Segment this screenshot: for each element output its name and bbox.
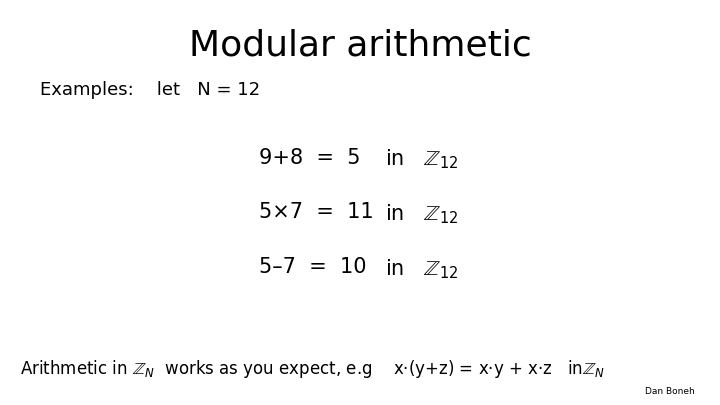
Text: 5×7  =  11: 5×7 = 11 (259, 202, 374, 222)
Text: Modular arithmetic: Modular arithmetic (189, 28, 531, 62)
Text: Examples:    let   N = 12: Examples: let N = 12 (40, 81, 260, 99)
Text: Dan Boneh: Dan Boneh (645, 387, 695, 396)
Text: in   $\mathbb{Z}_{12}$: in $\mathbb{Z}_{12}$ (385, 202, 459, 226)
Text: in   $\mathbb{Z}_{12}$: in $\mathbb{Z}_{12}$ (385, 148, 459, 171)
Text: Arithmetic in $\mathbb{Z}_{N}$  works as you expect, e.g    x·(y+z) = x·y + x·z : Arithmetic in $\mathbb{Z}_{N}$ works as … (20, 358, 606, 380)
Text: in   $\mathbb{Z}_{12}$: in $\mathbb{Z}_{12}$ (385, 257, 459, 281)
Text: 5–7  =  10: 5–7 = 10 (259, 257, 366, 277)
Text: 9+8  =  5: 9+8 = 5 (259, 148, 361, 168)
